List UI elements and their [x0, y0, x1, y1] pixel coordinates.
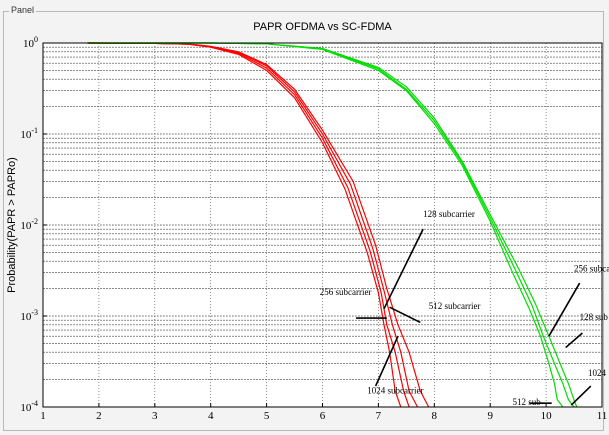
- x-tick-label: 8: [432, 410, 438, 422]
- annotation-label: 128 sub: [580, 312, 609, 322]
- series-layer: [87, 42, 578, 408]
- x-tick-label: 11: [597, 410, 608, 422]
- annotation-label: 1024 subcarrier: [367, 386, 423, 396]
- annotation-line: [383, 228, 424, 310]
- series-line-scfdma-7: [87, 42, 578, 408]
- x-tick-label: 9: [487, 410, 493, 422]
- annotation-label: 1024: [588, 368, 607, 378]
- y-tick-label: 10-3: [20, 308, 38, 323]
- y-axis-label: Probability(PAPR > PAPRo): [6, 157, 18, 293]
- x-tick-label: 6: [320, 410, 326, 422]
- chart-title: PAPR OFDMA vs SC-FDMA: [253, 21, 392, 33]
- panel-border: [3, 11, 604, 431]
- annotation-line: [374, 335, 399, 387]
- annotation-label: 256 subcarrier: [574, 263, 609, 273]
- annotation-label: 128 subcarrier: [423, 209, 475, 219]
- series-line-ofdma-4: [87, 42, 430, 408]
- x-tick-label: 4: [208, 410, 214, 422]
- annotation-label: 512 sub: [513, 397, 542, 407]
- x-tick-label: 2: [96, 410, 102, 422]
- x-tick-label: 10: [541, 410, 553, 422]
- panel-label: Panel: [9, 5, 37, 16]
- x-tick-label: 1: [40, 410, 46, 422]
- y-tick-label: 10-1: [20, 126, 38, 141]
- x-tick-label: 3: [152, 410, 158, 422]
- y-tick-label: 10-4: [20, 399, 38, 414]
- y-tick-label: 100: [23, 35, 38, 50]
- x-tick-label: 7: [376, 410, 382, 422]
- annotation-line: [570, 385, 592, 406]
- annotation-line: [548, 282, 581, 337]
- x-tick-label: 5: [264, 410, 270, 422]
- annotation-line: [565, 332, 583, 349]
- y-tick-label: 10-2: [20, 217, 38, 232]
- grid: [43, 43, 602, 407]
- annotation-line: [389, 306, 421, 324]
- annotation-label: 512 subcarrier: [429, 301, 481, 311]
- axis-layer: 1 2 3 4 5 6 7 8 9 10 11 100 10-1 10-2 10-3 10-4: [20, 35, 607, 422]
- annotation-layer: 128 subcarrier 256 subcarrier 512 subcarri…: [320, 209, 609, 407]
- annotation-label: 256 subcarrier: [320, 287, 372, 297]
